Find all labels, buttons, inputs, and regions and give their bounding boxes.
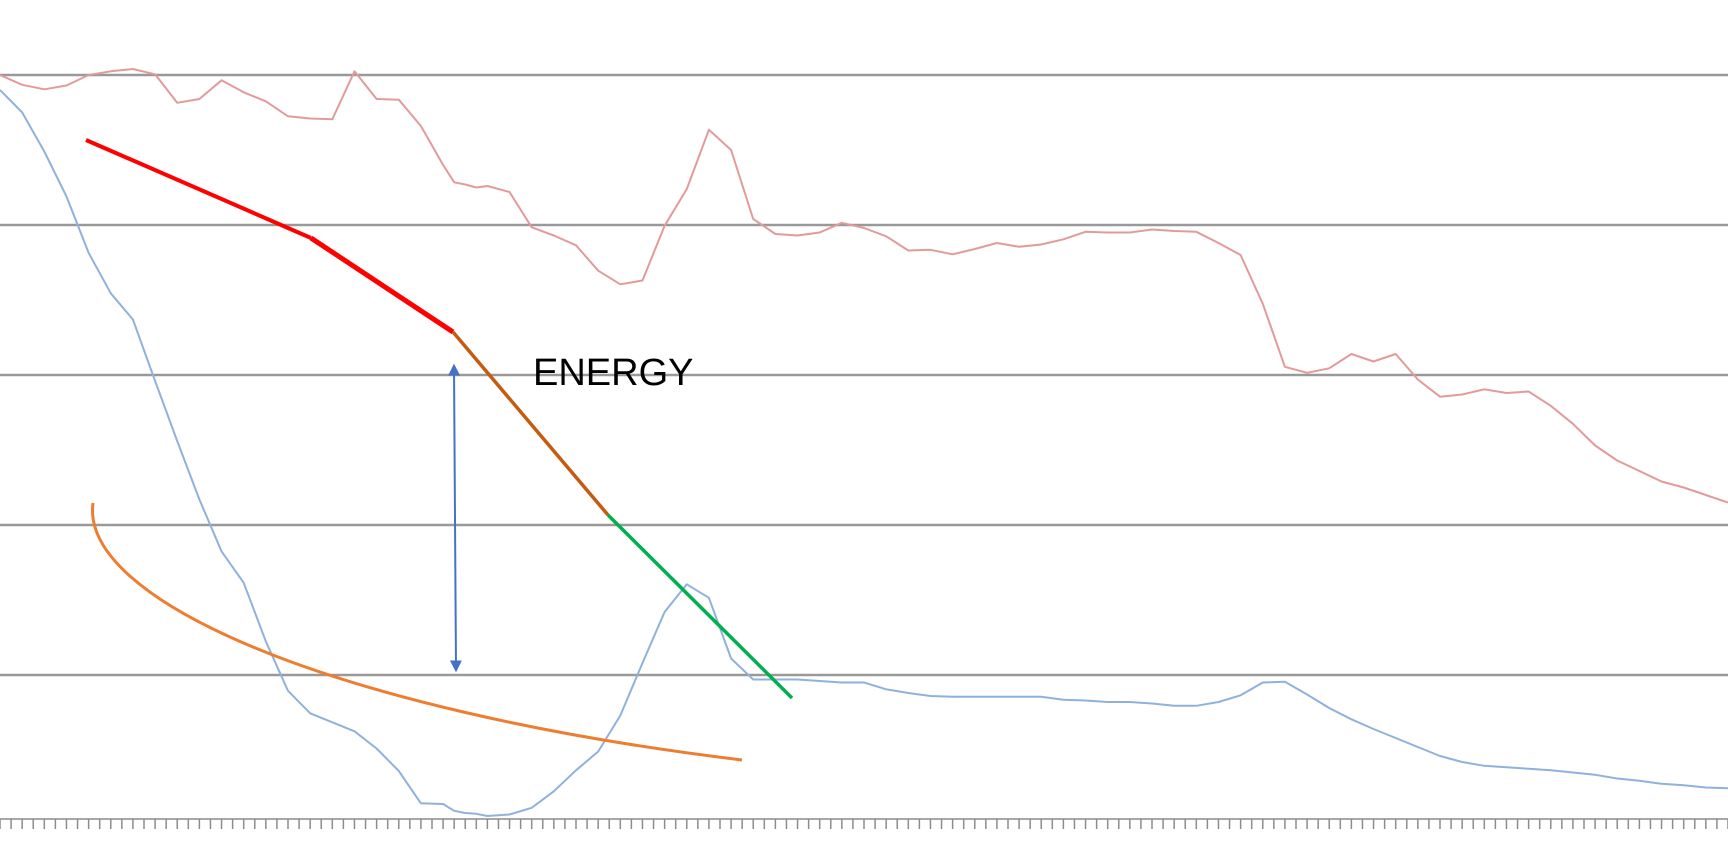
gridlines (0, 73, 1728, 677)
x-axis-ticks (0, 819, 1728, 829)
energy-green-trend-line (606, 513, 794, 700)
energy-label: ENERGY (533, 352, 693, 394)
series-line-0 (0, 68, 1728, 504)
x-axis (0, 818, 1728, 829)
energy-brown-trend-line (451, 330, 610, 517)
annotation-overlays: ENERGY (85, 138, 794, 762)
energy-red-trend-line (85, 138, 312, 240)
energy-orange-curve (91, 502, 743, 762)
energy-gap-arrow (448, 363, 462, 673)
series-layer (0, 68, 1728, 817)
energy-red-trend-line-2 (309, 235, 455, 335)
series-line-1 (0, 89, 1728, 817)
